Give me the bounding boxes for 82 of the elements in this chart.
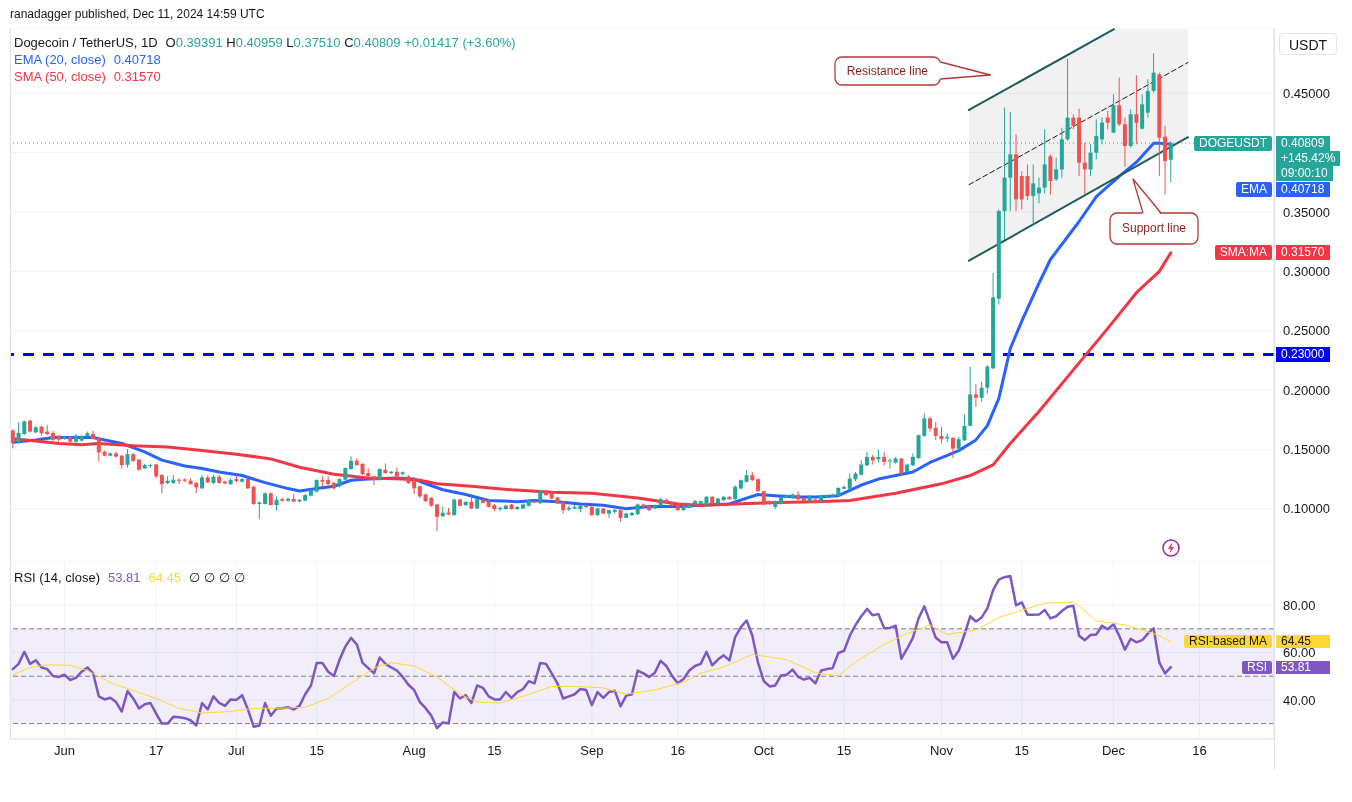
candlestick [985, 364, 990, 394]
x-tick-label: 16 [670, 743, 686, 759]
text: Dogecoin / TetherUS, 1D [14, 34, 158, 51]
candlestick [10, 428, 15, 449]
candlestick [1100, 117, 1104, 145]
candlestick [435, 503, 440, 532]
line-series [11, 574, 1173, 730]
text: EMA (20, close) [14, 52, 106, 67]
candlestick [887, 458, 892, 470]
legend-label: RSI [1241, 659, 1272, 674]
candlestick [177, 477, 182, 485]
annotation: ∅ ∅ ∅ ∅ [189, 569, 246, 586]
candlestick [125, 448, 130, 469]
candlestick [973, 383, 978, 408]
candlestick [950, 436, 955, 459]
annotation: 0.40718 [113, 52, 161, 67]
text: RSI (14, close) [14, 569, 100, 586]
x-tick-label: 15 [1014, 743, 1030, 759]
candlestick [1105, 110, 1110, 130]
ref-line-label: 0.40809 [1276, 135, 1330, 151]
y-tick-label: 0.25000 [1283, 323, 1330, 339]
y-tick-label: 0.20000 [1283, 382, 1330, 398]
y-tick-label: 0.10000 [1283, 501, 1330, 517]
candlestick [1031, 163, 1036, 225]
annotation: 53.81 [107, 569, 141, 586]
y-tick-label: 0.15000 [1283, 442, 1330, 458]
x-tick-label: Nov [929, 743, 954, 759]
candlestick [1145, 78, 1150, 119]
text: 53.81 [1281, 659, 1312, 674]
candlestick [286, 496, 290, 503]
text: 09:00:10 [1276, 165, 1333, 181]
annotation: SMA:MA [1214, 245, 1272, 261]
x-tick-label: 17 [148, 743, 164, 759]
candlestick [371, 475, 376, 486]
text: +145.42% [1276, 150, 1341, 166]
annotation: Resistance line [846, 63, 928, 79]
legend-label: RSI-based MA [1183, 634, 1272, 649]
candlestick [607, 509, 612, 519]
candlestick [1117, 77, 1122, 127]
x-tick-label: Sep [580, 743, 604, 759]
candlestick [1122, 117, 1127, 168]
x-tick-label: 16 [1192, 743, 1207, 759]
candlestick [1088, 143, 1093, 177]
x-tick-label: Aug [402, 743, 426, 759]
line-series [12, 601, 1172, 714]
candlestick [412, 476, 417, 495]
annotation: 64.45 [148, 569, 182, 586]
x-tick-label: 15 [487, 743, 502, 759]
text: 0.40718 [1281, 181, 1325, 196]
annotation: EMA [1235, 181, 1272, 197]
candlestick [1151, 52, 1156, 94]
candlestick [96, 436, 101, 463]
candlestick [251, 485, 256, 506]
x-tick-label: Oct [753, 743, 775, 759]
y-tick-label: 0.35000 [1283, 204, 1330, 220]
x-tick-label: 15 [836, 743, 852, 759]
text: O0.39391 H0.40959 L0.37510 C0.40809 +0.01417 (+3.60%) [165, 35, 516, 50]
ref-line-label: 0.23000 [1276, 346, 1330, 362]
x-tick-label: 15 [309, 743, 324, 759]
y-axis-title: USDT [1279, 33, 1337, 55]
candlestick [1054, 157, 1059, 182]
candlestick [979, 381, 984, 403]
candlestick [1065, 58, 1070, 142]
text: SMA (50, close) [14, 69, 106, 84]
annotation: 0.31570 [113, 69, 161, 84]
y-tick-label: 80.00 [1283, 597, 1316, 613]
y-tick-label: 40.00 [1283, 692, 1316, 708]
x-tick-label: Jun [53, 743, 75, 759]
candlestick [159, 473, 164, 494]
candlestick [842, 484, 847, 490]
x-tick-label: Jul [228, 743, 245, 759]
candlestick [933, 421, 938, 441]
candlestick [1134, 74, 1139, 145]
text: 0.31570 [1281, 245, 1325, 260]
candlestick [326, 475, 331, 486]
annotation: Support line [1122, 221, 1187, 236]
y-tick-label: 0.45000 [1283, 85, 1330, 101]
x-tick-label: Dec [1101, 743, 1126, 759]
candlestick [349, 455, 354, 471]
annotation: DOGEUSDT [1193, 135, 1272, 151]
text: ranadagger published, Dec 11, 2024 14:59 UTC [10, 6, 265, 22]
y-tick-label: 0.30000 [1283, 263, 1330, 279]
